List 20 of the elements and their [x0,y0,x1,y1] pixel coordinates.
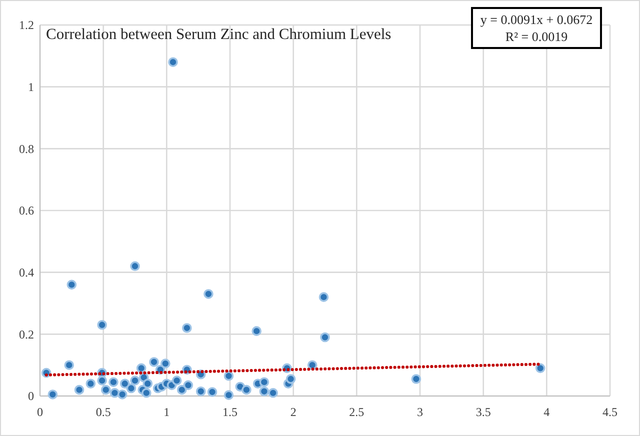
y-tick-label: 0 [28,389,34,404]
y-tick-label: 0.4 [19,266,34,280]
annotation: R² = 0.0019 [505,29,568,44]
y-tick-label: 1 [28,80,34,94]
y-tick-label: 0.8 [19,142,34,156]
x-tick-label: 1.5 [222,405,238,419]
x-tick-label: 3.5 [476,405,491,419]
y-tick-label: 0.2 [19,327,34,342]
annotation: y = 0.0091x + 0.0672 [480,12,593,27]
x-tick-label: 1 [164,405,170,419]
x-tick-label: 4.5 [602,405,618,419]
x-tick-label: 0.5 [96,405,111,419]
x-tick-label: 2 [290,405,296,419]
y-tick-label: 1.2 [19,18,34,32]
y-tick-label: 0.6 [19,204,34,218]
x-tick-label: 3 [417,405,423,419]
chart-title: Correlation between Serum Zinc and Chromium Levels [46,26,392,43]
x-tick-label: 4 [544,405,550,419]
x-tick-label: 2.5 [349,405,364,419]
x-tick-label: 0 [37,405,43,419]
